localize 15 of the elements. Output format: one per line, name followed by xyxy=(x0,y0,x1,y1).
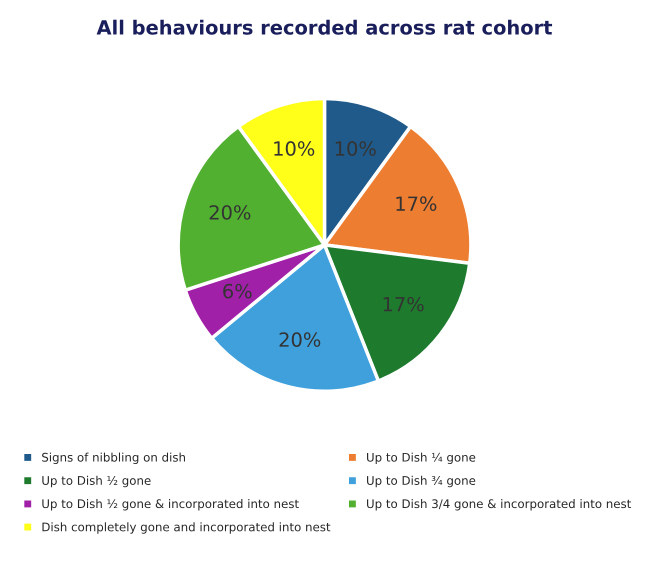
data-label: 10% xyxy=(336,141,376,156)
legend-label: Up to Dish ½ gone xyxy=(42,476,151,488)
data-label: 20% xyxy=(210,205,250,220)
data-label: 20% xyxy=(280,332,320,347)
legend-label: Up to Dish ¼ gone xyxy=(367,452,476,464)
legend-label: Dish completely gone and incorporated into nest xyxy=(42,522,330,534)
legend-label: Up to Dish 3/4 gone & incorporated into nest xyxy=(367,499,632,510)
legend-label: Up to Dish ¾ gone xyxy=(367,476,476,488)
data-label: 17% xyxy=(384,296,424,312)
legend-label: Up to Dish ½ gone & incorporated into nest xyxy=(42,499,299,510)
legend-label: Signs of nibbling on dish xyxy=(42,452,185,464)
data-label: 10% xyxy=(274,141,314,156)
chart-title: All behaviours recorded across rat cohort xyxy=(96,20,552,35)
data-label: 17% xyxy=(396,196,436,212)
data-label: 6% xyxy=(223,284,252,298)
